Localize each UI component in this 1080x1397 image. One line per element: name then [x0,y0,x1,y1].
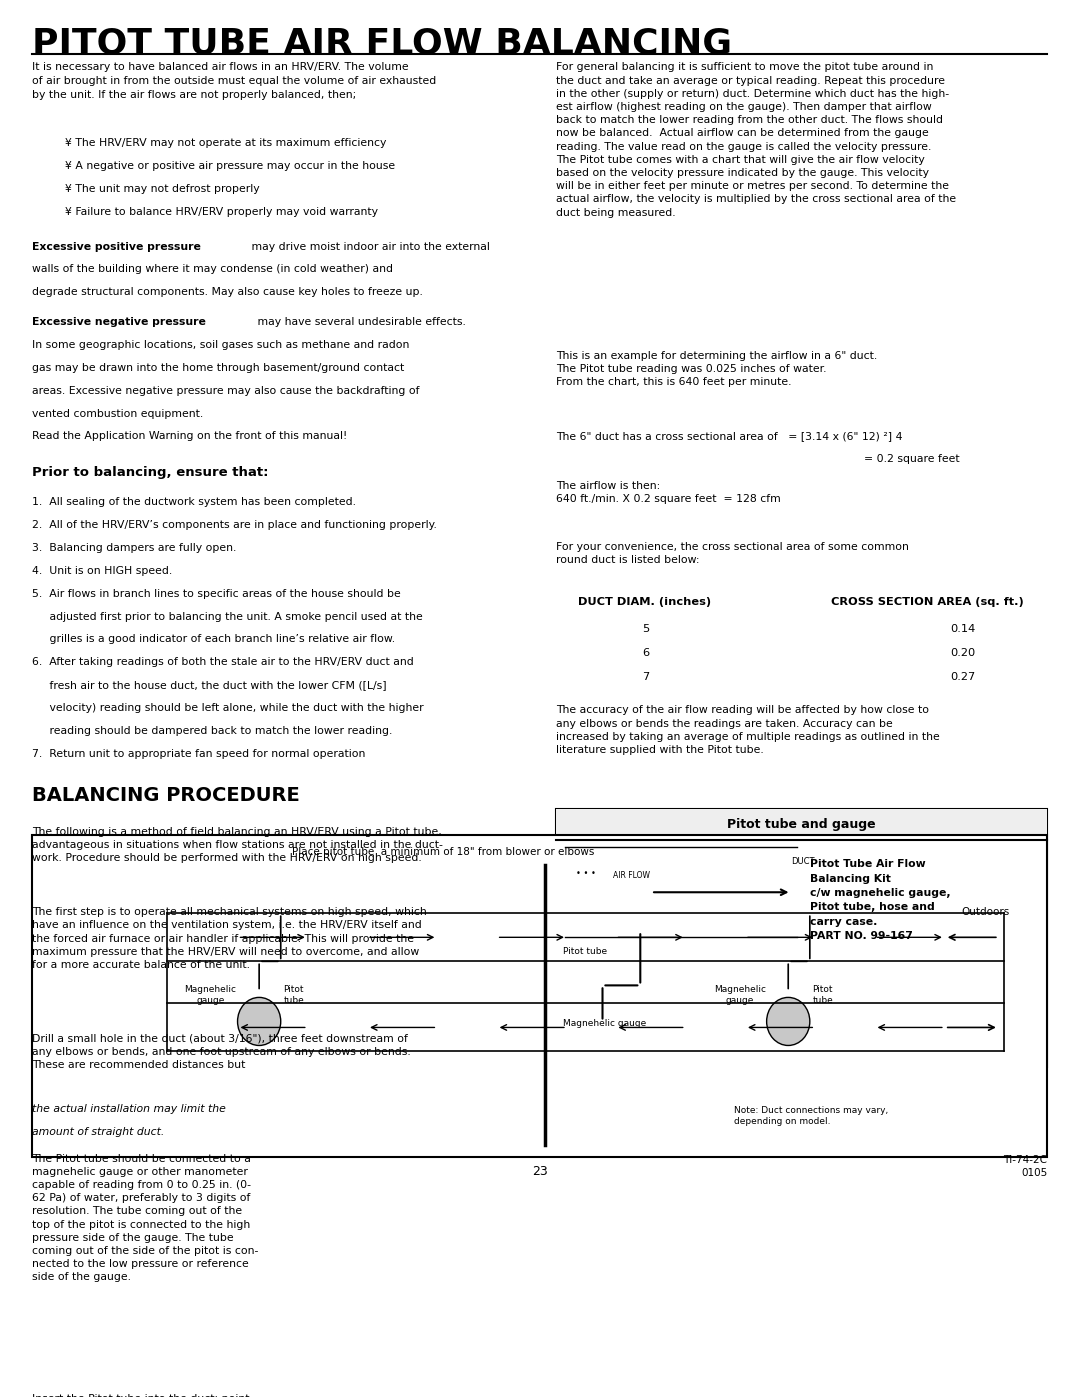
Text: ¥ Failure to balance HRV/ERV properly may void warranty: ¥ Failure to balance HRV/ERV properly ma… [65,207,378,217]
Text: • • •: • • • [576,869,595,877]
Text: grilles is a good indicator of each branch line’s relative air flow.: grilles is a good indicator of each bran… [32,634,395,644]
Text: Pitot tube and gauge: Pitot tube and gauge [728,817,876,831]
Text: may drive moist indoor air into the external: may drive moist indoor air into the exte… [248,242,490,251]
Text: 0.20: 0.20 [950,648,975,658]
Text: Note: Duct connections may vary,
depending on model.: Note: Duct connections may vary, dependi… [734,1105,889,1126]
Text: Pitot Tube Air Flow
Balancing Kit
c/w magnehelic gauge,
Pitot tube, hose and
car: Pitot Tube Air Flow Balancing Kit c/w ma… [810,859,950,942]
Text: The accuracy of the air flow reading will be affected by how close to
any elbows: The accuracy of the air flow reading wil… [556,705,940,754]
Text: The airflow is then:
640 ft./min. X 0.2 square feet  = 128 cfm: The airflow is then: 640 ft./min. X 0.2 … [556,481,781,504]
Text: ¥ The HRV/ERV may not operate at its maximum efficiency: ¥ The HRV/ERV may not operate at its max… [65,138,387,148]
Text: PITOT TUBE AIR FLOW BALANCING: PITOT TUBE AIR FLOW BALANCING [32,27,732,60]
Text: For your convenience, the cross sectional area of some common
round duct is list: For your convenience, the cross sectiona… [556,542,909,566]
Text: 5.  Air flows in branch lines to specific areas of the house should be: 5. Air flows in branch lines to specific… [32,588,401,599]
Text: the actual installation may limit the: the actual installation may limit the [32,1105,227,1115]
Text: ¥ A negative or positive air pressure may occur in the house: ¥ A negative or positive air pressure ma… [65,161,395,170]
Text: ¥ The unit may not defrost properly: ¥ The unit may not defrost properly [65,184,259,194]
Text: vented combustion equipment.: vented combustion equipment. [32,408,204,419]
Text: For general balancing it is sufficient to move the pitot tube around in
the duct: For general balancing it is sufficient t… [556,63,956,218]
Text: Outdoors: Outdoors [961,907,1010,918]
Text: fresh air to the house duct, the duct with the lower CFM ([L/s]: fresh air to the house duct, the duct wi… [32,680,387,690]
Text: Magnehelic
gauge: Magnehelic gauge [185,985,237,1006]
Text: 1.  All sealing of the ductwork system has been completed.: 1. All sealing of the ductwork system ha… [32,497,356,507]
Text: Excessive positive pressure: Excessive positive pressure [32,242,201,251]
Text: 6: 6 [643,648,649,658]
Text: Pitot
tube: Pitot tube [812,985,833,1006]
FancyBboxPatch shape [556,809,1048,1067]
Text: The 6" duct has a cross sectional area of   = [3.14 x (6" 12) ²] 4: The 6" duct has a cross sectional area o… [556,432,903,441]
Text: The first step is to operate all mechanical systems on high speed, which
have an: The first step is to operate all mechani… [32,907,428,970]
Bar [556,809,1048,840]
Text: gas may be drawn into the home through basement/ground contact: gas may be drawn into the home through b… [32,363,405,373]
Text: Magnehelic gauge: Magnehelic gauge [563,1018,646,1028]
Text: It is necessary to have balanced air flows in an HRV/ERV. The volume
of air brou: It is necessary to have balanced air flo… [32,63,436,99]
Text: 23: 23 [532,1165,548,1178]
Text: The following is a method of field balancing an HRV/ERV using a Pitot tube,
adva: The following is a method of field balan… [32,827,443,863]
Text: = 0.2 square feet: = 0.2 square feet [864,454,959,464]
Text: Read the Application Warning on the front of this manual!: Read the Application Warning on the fron… [32,432,348,441]
Text: Pitot tube: Pitot tube [563,947,607,956]
Text: velocity) reading should be left alone, while the duct with the higher: velocity) reading should be left alone, … [32,703,424,712]
Text: BALANCING PROCEDURE: BALANCING PROCEDURE [32,787,300,805]
Text: 4.  Unit is on HIGH speed.: 4. Unit is on HIGH speed. [32,566,173,576]
Circle shape [586,1034,640,1094]
Text: Insert the Pitot tube into the duct; point-
ing the tip into the airflow.: Insert the Pitot tube into the duct; poi… [32,1394,254,1397]
Text: The Pitot tube should be connected to a
magnehelic gauge or other manometer
capa: The Pitot tube should be connected to a … [32,1154,259,1282]
Text: This is an example for determining the airflow in a 6" duct.
The Pitot tube read: This is an example for determining the a… [556,351,877,387]
Text: Excessive negative pressure: Excessive negative pressure [32,317,206,327]
Text: AIR FLOW: AIR FLOW [613,872,650,880]
Text: Prior to balancing, ensure that:: Prior to balancing, ensure that: [32,467,269,479]
Text: areas. Excessive negative pressure may also cause the backdrafting of: areas. Excessive negative pressure may a… [32,386,420,395]
Text: 7: 7 [643,672,650,682]
Text: walls of the building where it may condense (in cold weather) and: walls of the building where it may conde… [32,264,393,274]
Text: 7.  Return unit to appropriate fan speed for normal operation: 7. Return unit to appropriate fan speed … [32,749,366,759]
Text: 0.27: 0.27 [950,672,975,682]
Bar [565,847,797,937]
Circle shape [767,997,810,1045]
Text: 6.  After taking readings of both the stale air to the HRV/ERV duct and: 6. After taking readings of both the sta… [32,658,414,668]
Text: may have several undesirable effects.: may have several undesirable effects. [254,317,465,327]
Circle shape [238,997,281,1045]
Text: degrade structural components. May also cause key holes to freeze up.: degrade structural components. May also … [32,288,423,298]
Text: In some geographic locations, soil gases such as methane and radon: In some geographic locations, soil gases… [32,339,409,351]
Text: Drill a small hole in the duct (about 3/16"), three feet downstream of
any elbow: Drill a small hole in the duct (about 3/… [32,1034,411,1070]
Text: Place pitot tube  a minimum of 18" from blower or elbows: Place pitot tube a minimum of 18" from b… [292,847,594,858]
Text: 3.  Balancing dampers are fully open.: 3. Balancing dampers are fully open. [32,543,237,553]
Text: Pitot
tube: Pitot tube [283,985,305,1006]
Text: 0.14: 0.14 [950,623,975,634]
Text: DUCT DIAM. (inches): DUCT DIAM. (inches) [578,598,711,608]
Text: 5: 5 [643,623,650,634]
Text: Magnehelic
gauge: Magnehelic gauge [714,985,766,1006]
Text: 2.  All of the HRV/ERV’s components are in place and functioning properly.: 2. All of the HRV/ERV’s components are i… [32,520,437,531]
Text: TI-74-2C
0105: TI-74-2C 0105 [1003,1155,1048,1178]
Text: reading should be dampered back to match the lower reading.: reading should be dampered back to match… [32,726,393,736]
Text: amount of straight duct.: amount of straight duct. [32,1127,165,1137]
Text: CROSS SECTION AREA (sq. ft.): CROSS SECTION AREA (sq. ft.) [832,598,1024,608]
Text: DUCT: DUCT [792,856,815,866]
Text: adjusted first prior to balancing the unit. A smoke pencil used at the: adjusted first prior to balancing the un… [32,612,423,622]
FancyBboxPatch shape [32,835,1048,1157]
